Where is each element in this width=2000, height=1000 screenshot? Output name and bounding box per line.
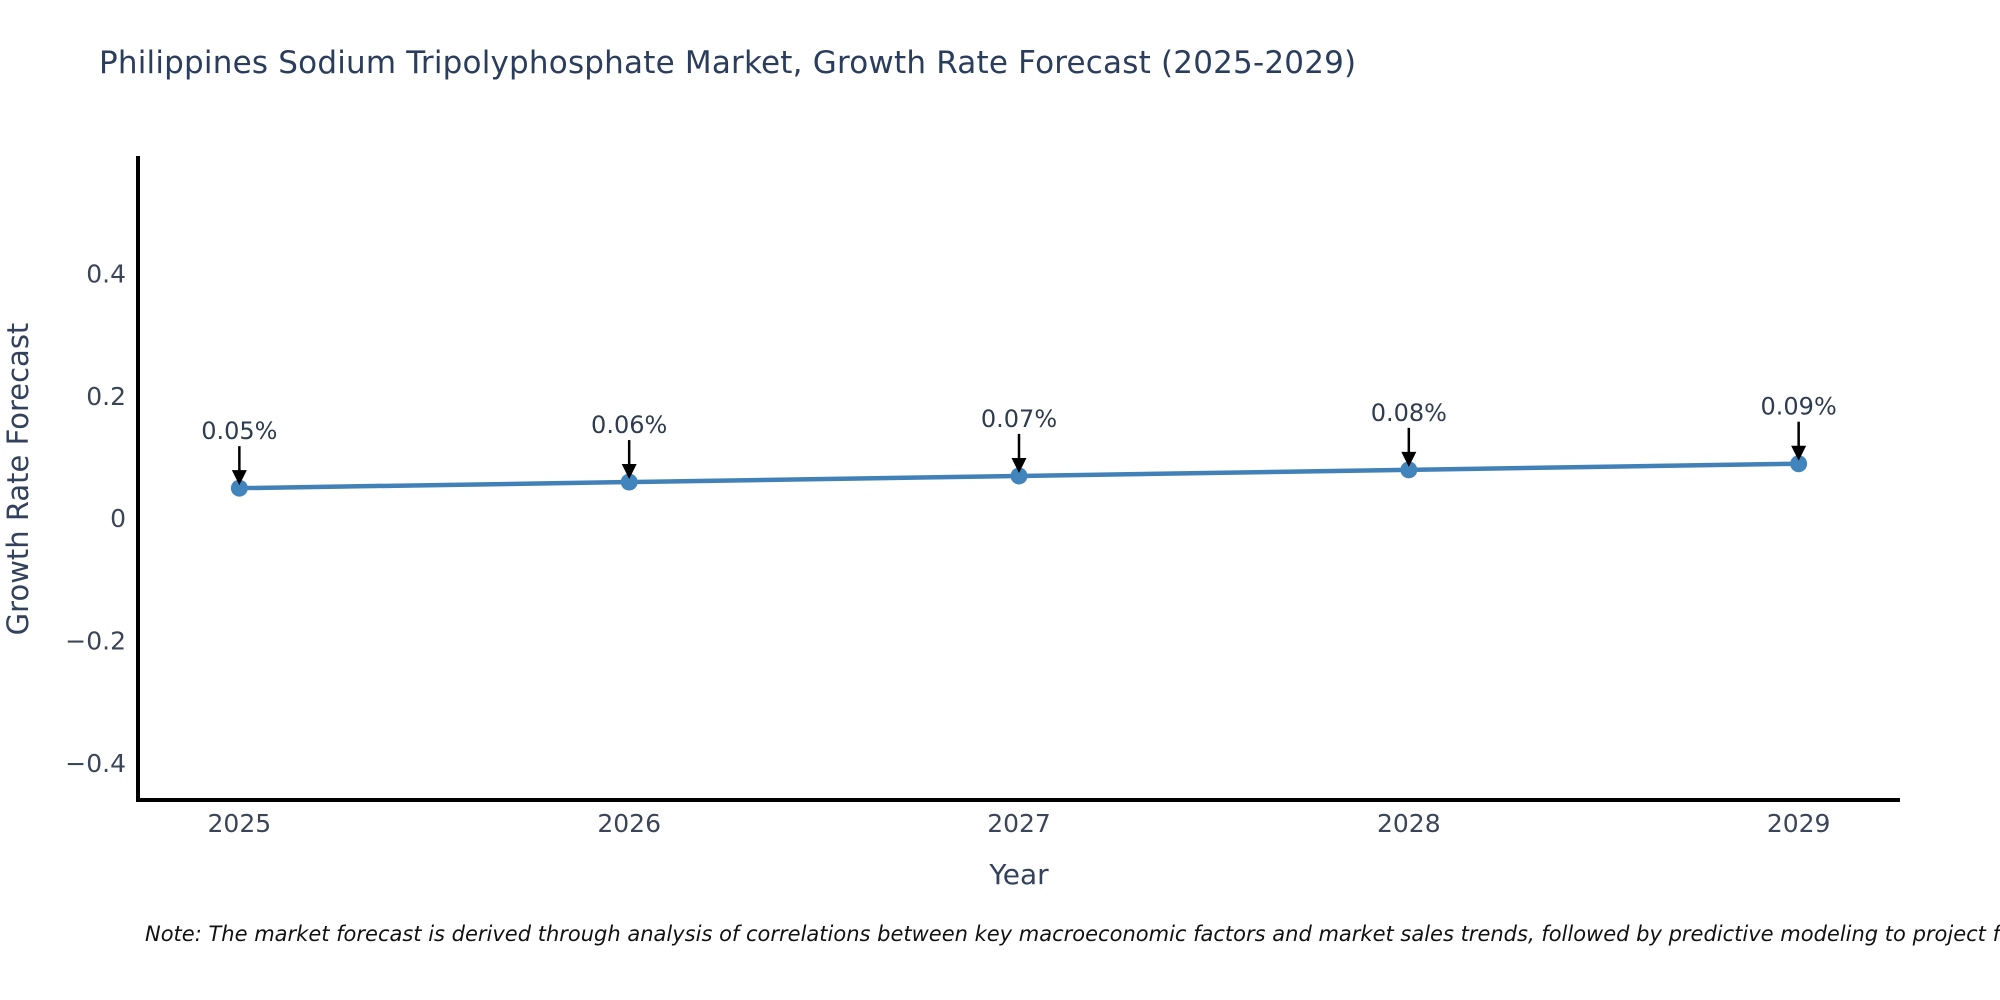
point-annotation-label: 0.05% <box>201 417 277 445</box>
y-tick-label: 0 <box>110 504 126 533</box>
x-axis-title: Year <box>988 858 1049 891</box>
data-point[interactable] <box>620 473 638 491</box>
footnote-container: Note: The market forecast is derived thr… <box>145 922 2000 962</box>
footnote: Note: The market forecast is derived thr… <box>145 922 2000 946</box>
point-annotation-label: 0.08% <box>1371 399 1447 427</box>
y-tick-label: 0.4 <box>86 260 126 289</box>
point-annotation-label: 0.07% <box>981 405 1057 433</box>
point-annotation-label: 0.09% <box>1761 393 1837 421</box>
x-tick-label: 2029 <box>1767 809 1831 838</box>
annotation-arrowhead-icon <box>231 470 247 486</box>
chart-title: Philippines Sodium Tripolyphosphate Mark… <box>99 45 1357 81</box>
point-annotation-label: 0.06% <box>591 411 667 439</box>
x-tick-label: 2025 <box>208 809 272 838</box>
y-axis-title: Growth Rate Forecast <box>1 323 35 636</box>
annotation-arrowhead-icon <box>621 464 637 480</box>
annotation-arrowhead-icon <box>1011 457 1027 473</box>
x-tick-label: 2028 <box>1377 809 1441 838</box>
x-tick-label: 2027 <box>987 809 1051 838</box>
y-tick-label: −0.2 <box>65 627 126 656</box>
data-point[interactable] <box>1790 455 1808 473</box>
y-tick-label: −0.4 <box>65 749 126 778</box>
data-point[interactable] <box>1400 461 1418 479</box>
data-point[interactable] <box>1010 467 1028 485</box>
annotation-arrowhead-icon <box>1791 445 1807 461</box>
data-point[interactable] <box>230 479 248 497</box>
y-tick-label: 0.2 <box>86 382 126 411</box>
annotation-arrowhead-icon <box>1401 451 1417 467</box>
x-tick-label: 2026 <box>597 809 661 838</box>
